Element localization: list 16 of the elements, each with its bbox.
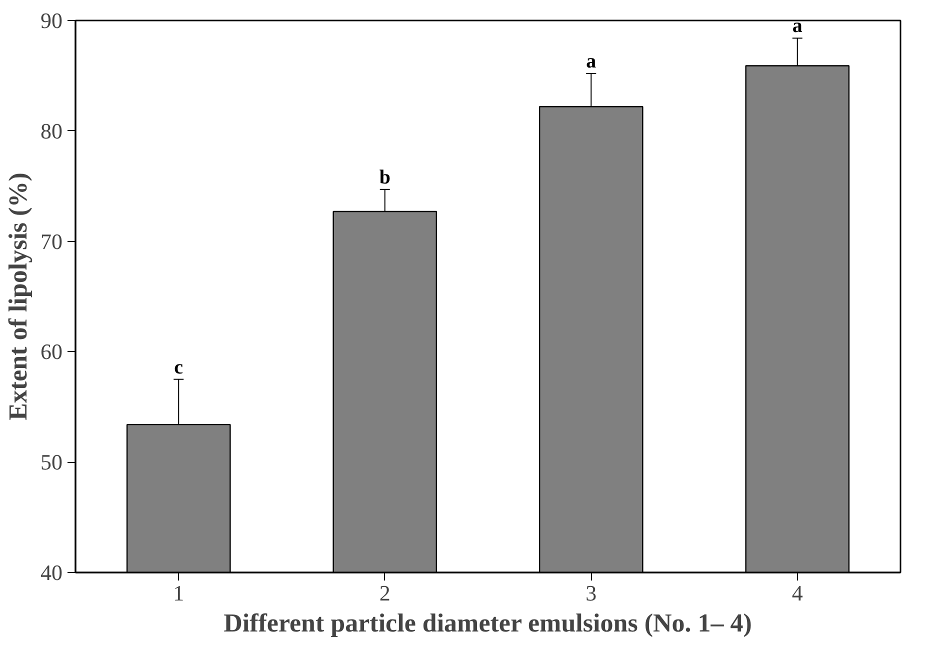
x-tick-label: 4 (792, 580, 803, 606)
y-tick-label: 80 (40, 118, 62, 144)
y-tick-label: 90 (40, 8, 62, 33)
y-axis-title: Extent of lipolysis (%) (4, 172, 32, 420)
x-tick-label: 3 (586, 580, 597, 606)
annotation: a (792, 15, 802, 38)
annotation: a (586, 50, 596, 72)
x-tick-label: 2 (379, 580, 390, 606)
x-tick-label: 1 (173, 580, 184, 606)
annotation: b (379, 166, 390, 188)
y-tick-label: 70 (40, 228, 62, 254)
x-axis-title: Different particle diameter emulsions (No. 1– 4) (224, 608, 752, 638)
y-tick-label: 60 (40, 339, 62, 364)
y-tick-label: 50 (40, 450, 62, 475)
y-tick-label: 40 (40, 560, 62, 585)
annotation: c (174, 356, 184, 378)
